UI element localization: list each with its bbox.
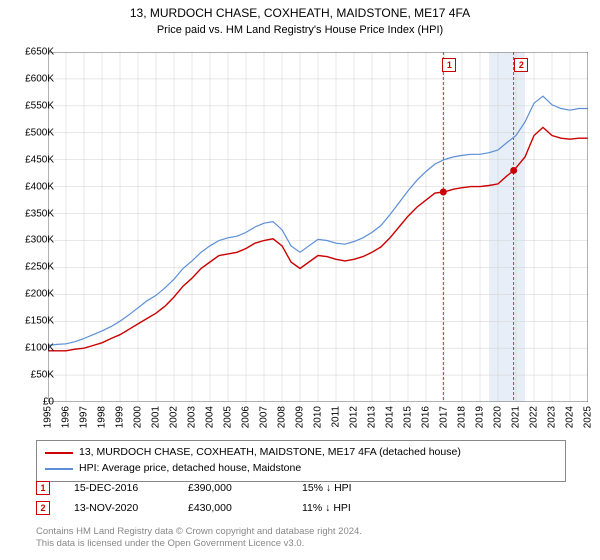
x-tick-label: 2010 — [313, 406, 324, 428]
x-tick-label: 2018 — [457, 406, 468, 428]
legend-label-property: 13, MURDOCH CHASE, COXHEATH, MAIDSTONE, … — [79, 445, 461, 461]
sale-date-2: 13-NOV-2020 — [74, 502, 164, 514]
x-tick-label: 2007 — [259, 406, 270, 428]
legend-box: 13, MURDOCH CHASE, COXHEATH, MAIDSTONE, … — [36, 440, 566, 482]
x-tick-label: 2009 — [295, 406, 306, 428]
y-tick-label: £200K — [25, 289, 54, 300]
chart-container: 13, MURDOCH CHASE, COXHEATH, MAIDSTONE, … — [0, 0, 600, 560]
footer-line2: This data is licensed under the Open Gov… — [36, 538, 362, 550]
x-tick-label: 2020 — [493, 406, 504, 428]
chart-marker-1: 1 — [442, 58, 456, 72]
y-tick-label: £450K — [25, 154, 54, 165]
y-tick-label: £600K — [25, 73, 54, 84]
footer: Contains HM Land Registry data © Crown c… — [36, 526, 362, 551]
y-tick-label: £100K — [25, 343, 54, 354]
y-tick-label: £50K — [31, 370, 54, 381]
x-tick-label: 2025 — [583, 406, 594, 428]
y-tick-label: £300K — [25, 235, 54, 246]
sale-date-1: 15-DEC-2016 — [74, 482, 164, 494]
y-tick-label: £650K — [25, 47, 54, 58]
sale-price-1: £390,000 — [188, 482, 278, 494]
x-tick-label: 2019 — [475, 406, 486, 428]
x-tick-label: 2001 — [151, 406, 162, 428]
x-tick-label: 1997 — [79, 406, 90, 428]
legend-row-hpi: HPI: Average price, detached house, Maid… — [45, 461, 557, 477]
sale-diff-1: 15% ↓ HPI — [302, 482, 392, 494]
x-tick-label: 2017 — [439, 406, 450, 428]
legend-row-property: 13, MURDOCH CHASE, COXHEATH, MAIDSTONE, … — [45, 445, 557, 461]
x-tick-label: 2006 — [241, 406, 252, 428]
x-tick-label: 2004 — [205, 406, 216, 428]
chart-subtitle: Price paid vs. HM Land Registry's House … — [0, 22, 600, 36]
legend-swatch-hpi — [45, 468, 73, 470]
legend-swatch-property — [45, 452, 73, 454]
legend-label-hpi: HPI: Average price, detached house, Maid… — [79, 461, 301, 477]
sale-diff-2: 11% ↓ HPI — [302, 502, 392, 514]
x-tick-label: 1995 — [43, 406, 54, 428]
x-tick-label: 2015 — [403, 406, 414, 428]
chart-title: 13, MURDOCH CHASE, COXHEATH, MAIDSTONE, … — [0, 0, 600, 22]
y-tick-label: £500K — [25, 127, 54, 138]
y-tick-label: £350K — [25, 208, 54, 219]
x-tick-label: 1999 — [115, 406, 126, 428]
footer-line1: Contains HM Land Registry data © Crown c… — [36, 526, 362, 538]
plot-svg — [48, 52, 588, 402]
x-tick-label: 2011 — [331, 406, 342, 428]
x-tick-label: 2003 — [187, 406, 198, 428]
chart-area: 12 — [48, 52, 588, 402]
x-tick-label: 1996 — [61, 406, 72, 428]
sales-row-2: 2 13-NOV-2020 £430,000 11% ↓ HPI — [36, 498, 566, 518]
x-tick-label: 2021 — [511, 406, 522, 428]
x-tick-label: 2023 — [547, 406, 558, 428]
sales-table: 1 15-DEC-2016 £390,000 15% ↓ HPI 2 13-NO… — [36, 478, 566, 518]
x-tick-label: 2014 — [385, 406, 396, 428]
x-tick-label: 2012 — [349, 406, 360, 428]
x-tick-label: 2005 — [223, 406, 234, 428]
y-tick-label: £400K — [25, 181, 54, 192]
y-tick-label: £250K — [25, 262, 54, 273]
x-tick-label: 2022 — [529, 406, 540, 428]
y-tick-label: £550K — [25, 100, 54, 111]
x-tick-label: 2013 — [367, 406, 378, 428]
x-tick-label: 2002 — [169, 406, 180, 428]
x-tick-label: 2008 — [277, 406, 288, 428]
x-tick-label: 2016 — [421, 406, 432, 428]
sales-row-1: 1 15-DEC-2016 £390,000 15% ↓ HPI — [36, 478, 566, 498]
sale-price-2: £430,000 — [188, 502, 278, 514]
sale-marker-2: 2 — [36, 501, 50, 515]
x-tick-label: 2000 — [133, 406, 144, 428]
x-axis-labels: 1995199619971998199920002001200220032004… — [48, 404, 588, 444]
x-tick-label: 1998 — [97, 406, 108, 428]
y-tick-label: £150K — [25, 316, 54, 327]
x-tick-label: 2024 — [565, 406, 576, 428]
chart-marker-2: 2 — [514, 58, 528, 72]
sale-marker-1: 1 — [36, 481, 50, 495]
